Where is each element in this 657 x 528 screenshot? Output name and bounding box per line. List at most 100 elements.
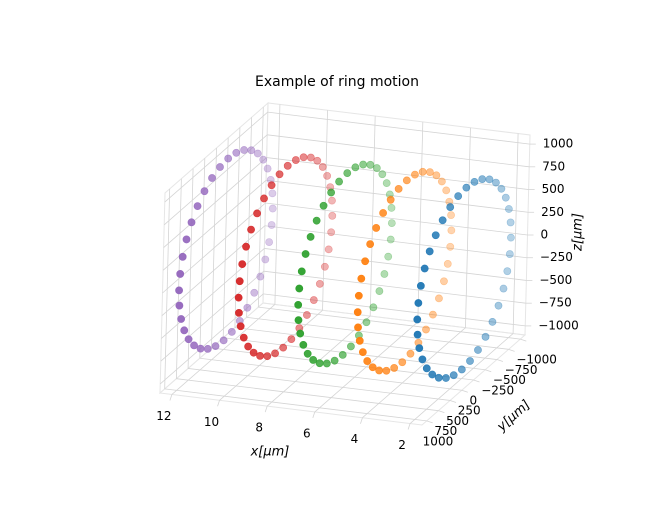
ring-point (390, 364, 399, 372)
y-grid-line (164, 388, 427, 422)
x-tick-label: 12 (156, 409, 171, 423)
ring-point (454, 192, 463, 201)
ring-point (446, 242, 455, 251)
ring-point (354, 323, 362, 332)
ring-point (180, 326, 189, 335)
x-tick (312, 411, 316, 419)
ring-point (478, 175, 487, 183)
ring-point (380, 270, 389, 278)
ring-point (366, 160, 375, 169)
ring-point (275, 170, 284, 179)
ring-point (442, 374, 450, 382)
ring-point (449, 371, 458, 380)
ring-point (247, 146, 256, 155)
ring-point (253, 209, 261, 218)
ring-point (260, 194, 268, 203)
z-grid-line (263, 270, 526, 304)
z-grid-line (265, 202, 528, 236)
ring-point (447, 226, 456, 235)
ring-point (177, 315, 186, 323)
ring-point (187, 218, 196, 227)
ring-point (263, 352, 272, 361)
z-tick-label: 500 (542, 182, 565, 196)
ring-point (328, 211, 337, 220)
ring-point (434, 373, 443, 382)
ring-point (261, 255, 270, 264)
ring-point (418, 355, 427, 364)
ring-point (447, 211, 455, 220)
z-grid-line (263, 293, 526, 327)
ring-point (411, 170, 419, 179)
ring-point (256, 272, 265, 281)
z-grid-line (161, 225, 266, 317)
ring-point (283, 161, 292, 170)
ring-point (244, 342, 253, 351)
ring-point (287, 335, 296, 344)
ring-point (438, 216, 447, 225)
ring-point (413, 315, 422, 324)
ring-point (474, 346, 482, 354)
ring-point (415, 344, 424, 352)
ring-point (506, 218, 515, 227)
ring-point (355, 336, 364, 345)
ring-point (203, 344, 212, 353)
ring-point (302, 311, 311, 319)
ring-point (315, 279, 324, 288)
y-tick (461, 389, 468, 393)
ring-point (354, 291, 363, 300)
ring-point (442, 186, 451, 195)
ring-point (299, 340, 308, 349)
z-grid-line (266, 157, 529, 190)
y-tick-label: 250 (458, 404, 481, 418)
ring-point (309, 296, 318, 304)
ring-point (322, 359, 331, 368)
z-tick-label: 0 (541, 228, 549, 242)
ring-point (294, 316, 303, 325)
ring-point (481, 332, 490, 341)
y-grid-line (234, 327, 497, 360)
ring-point (196, 344, 205, 353)
ring-point (313, 156, 322, 165)
ring-point (362, 318, 371, 327)
points (175, 146, 515, 382)
ring-point (323, 171, 332, 180)
ring-point (306, 153, 315, 162)
ring-point (236, 322, 245, 331)
ring-point (224, 154, 233, 163)
y-tick (508, 348, 515, 352)
z-grid-line (164, 111, 269, 203)
ring-point (361, 257, 370, 266)
ring-point (232, 148, 241, 157)
y-tick-label: −500 (493, 373, 526, 387)
ring-point (175, 286, 183, 295)
ring-point (327, 188, 336, 197)
ring-point (182, 235, 191, 244)
ring-point (406, 349, 415, 358)
ring-point (413, 330, 422, 339)
y-tick-label: −250 (481, 383, 514, 397)
ring-point (178, 252, 187, 261)
y-tick (449, 400, 457, 403)
ring-point (235, 277, 244, 286)
ring-point (372, 164, 381, 172)
ring-point (319, 201, 328, 210)
ring-point (250, 288, 259, 297)
ring-point (387, 203, 396, 212)
ring-point (414, 299, 423, 307)
y-tick (426, 420, 433, 424)
ring-point (265, 238, 274, 246)
y-tick-label: 500 (446, 414, 469, 428)
ring-point (462, 183, 471, 192)
y-tick-label: 0 (470, 394, 478, 408)
ring-point (443, 260, 452, 268)
ring-point (492, 178, 500, 187)
ring-point (446, 203, 455, 211)
ring-point (437, 177, 446, 186)
ring-point (234, 293, 243, 302)
x-tick (360, 417, 363, 424)
ring-point (351, 163, 360, 172)
ring-point (239, 333, 248, 342)
ring-point (208, 174, 216, 182)
ring-point (418, 167, 427, 176)
ring-point (507, 233, 515, 242)
